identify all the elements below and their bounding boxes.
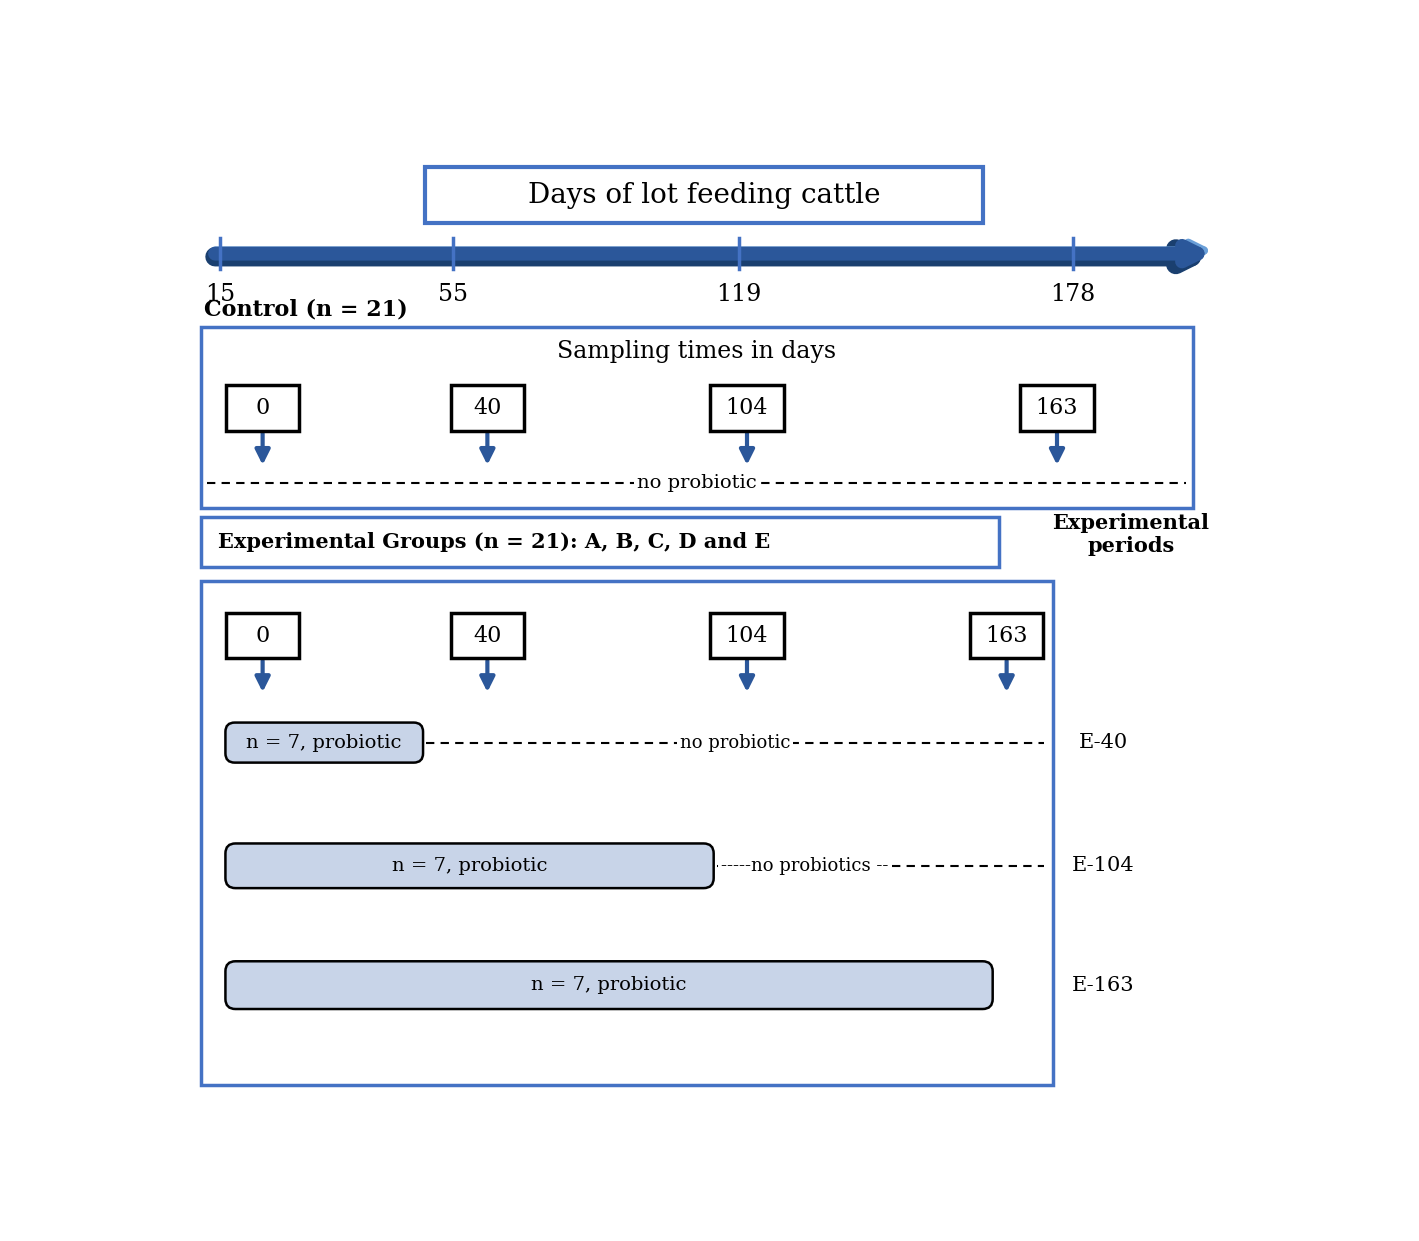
FancyBboxPatch shape xyxy=(1020,385,1094,431)
Text: Experimental Groups (n = 21): A, B, C, D and E: Experimental Groups (n = 21): A, B, C, D… xyxy=(217,532,771,552)
FancyBboxPatch shape xyxy=(451,385,524,431)
Text: n = 7, probiotic: n = 7, probiotic xyxy=(531,977,687,994)
Text: E-104: E-104 xyxy=(1073,856,1135,875)
Text: 163: 163 xyxy=(985,624,1027,647)
Text: 40: 40 xyxy=(473,624,501,647)
Text: 15: 15 xyxy=(204,283,236,305)
Text: 55: 55 xyxy=(437,283,467,305)
Text: 104: 104 xyxy=(725,624,768,647)
Text: no probiotic: no probiotic xyxy=(637,474,756,493)
FancyBboxPatch shape xyxy=(200,517,999,567)
Text: E-40: E-40 xyxy=(1078,733,1128,752)
Text: 0: 0 xyxy=(255,624,270,647)
FancyBboxPatch shape xyxy=(226,722,423,763)
FancyBboxPatch shape xyxy=(200,326,1192,508)
FancyBboxPatch shape xyxy=(226,962,993,1009)
FancyBboxPatch shape xyxy=(226,844,714,889)
Text: 0: 0 xyxy=(255,397,270,418)
Text: 163: 163 xyxy=(1036,397,1078,418)
Text: Days of lot feeding cattle: Days of lot feeding cattle xyxy=(528,181,881,208)
FancyBboxPatch shape xyxy=(710,613,783,658)
Text: Sampling times in days: Sampling times in days xyxy=(558,340,836,362)
Text: E-163: E-163 xyxy=(1073,975,1135,994)
Text: 119: 119 xyxy=(717,283,762,305)
FancyBboxPatch shape xyxy=(710,385,783,431)
FancyBboxPatch shape xyxy=(226,385,299,431)
FancyBboxPatch shape xyxy=(200,581,1053,1085)
FancyBboxPatch shape xyxy=(451,613,524,658)
Text: no probiotic: no probiotic xyxy=(680,733,790,752)
Text: -----no probiotics --: -----no probiotics -- xyxy=(721,856,888,875)
Text: 178: 178 xyxy=(1050,283,1095,305)
Text: n = 7, probiotic: n = 7, probiotic xyxy=(392,856,548,875)
Text: n = 7, probiotic: n = 7, probiotic xyxy=(247,733,402,752)
Text: 104: 104 xyxy=(725,397,768,418)
Text: Control (n = 21): Control (n = 21) xyxy=(204,299,409,321)
Text: 40: 40 xyxy=(473,397,501,418)
FancyBboxPatch shape xyxy=(426,168,983,223)
Text: Experimental
periods: Experimental periods xyxy=(1051,513,1209,556)
FancyBboxPatch shape xyxy=(969,613,1043,658)
FancyBboxPatch shape xyxy=(226,613,299,658)
